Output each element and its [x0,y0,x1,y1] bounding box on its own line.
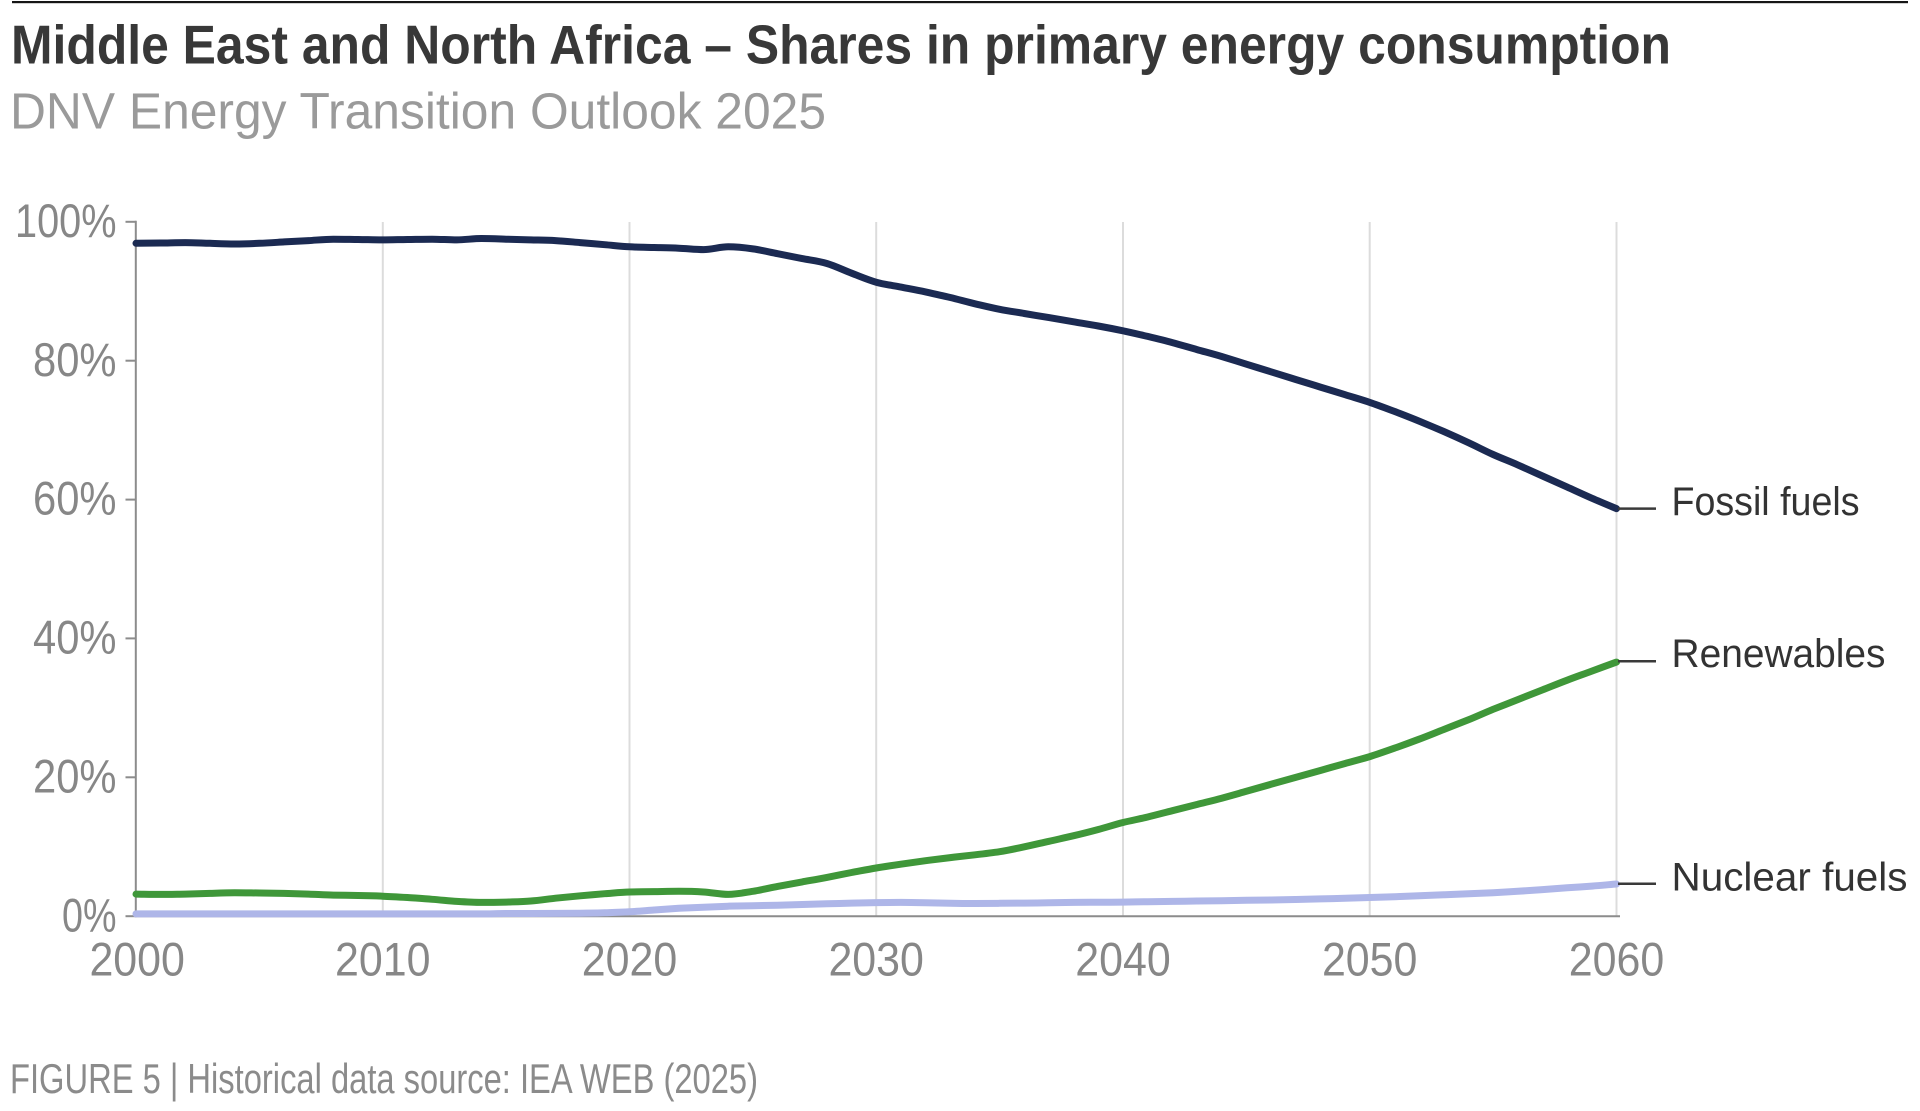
svg-text:2050: 2050 [1322,933,1418,986]
svg-text:DNV Energy Transition Outlook: DNV Energy Transition Outlook 2025 [10,82,826,139]
svg-text:2010: 2010 [335,933,431,986]
svg-text:40%: 40% [33,611,117,664]
svg-text:2040: 2040 [1075,933,1171,986]
svg-text:2060: 2060 [1569,933,1665,986]
svg-text:FIGURE 5 | Historical data sou: FIGURE 5 | Historical data source: IEA W… [10,1055,758,1102]
svg-text:0%: 0% [62,888,117,941]
svg-text:20%: 20% [33,749,117,802]
svg-text:Fossil fuels: Fossil fuels [1672,480,1860,524]
svg-text:2000: 2000 [89,933,185,986]
svg-text:2020: 2020 [582,933,678,986]
svg-text:Middle East and North Africa –: Middle East and North Africa – Shares in… [11,14,1671,76]
svg-text:100%: 100% [15,194,117,247]
svg-text:Nuclear fuels: Nuclear fuels [1672,856,1908,900]
svg-text:2030: 2030 [828,933,924,986]
svg-text:Renewables: Renewables [1672,632,1886,676]
svg-text:80%: 80% [33,333,117,386]
svg-text:60%: 60% [33,472,117,525]
